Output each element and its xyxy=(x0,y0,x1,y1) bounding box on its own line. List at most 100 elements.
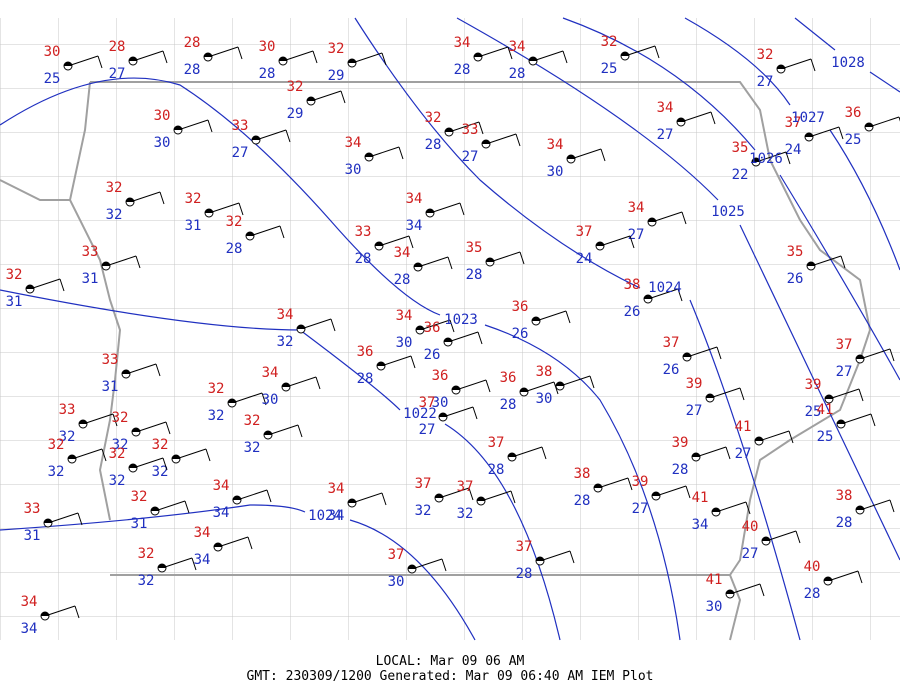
sky-cover xyxy=(252,136,260,140)
barb-flag xyxy=(857,570,863,584)
station: 34 30 xyxy=(345,135,404,178)
temperature: 36 xyxy=(512,299,529,315)
barb-flag xyxy=(330,318,336,332)
dewpoint: 27 xyxy=(686,403,703,419)
dewpoint: 31 xyxy=(131,516,148,532)
station: 41 25 xyxy=(817,402,876,445)
dewpoint: 30 xyxy=(345,162,362,178)
station: 34 27 xyxy=(628,200,687,243)
wind-barb xyxy=(47,512,79,524)
temperature: 39 xyxy=(686,376,703,392)
sky-cover xyxy=(348,59,356,63)
temperature: 34 xyxy=(547,137,564,153)
sky-cover xyxy=(444,338,452,342)
station: 32 32 xyxy=(112,410,171,453)
temperature: 38 xyxy=(574,466,591,482)
sky-cover xyxy=(264,431,272,435)
sky-cover xyxy=(282,383,290,387)
temperature: 30 xyxy=(44,44,61,60)
sky-cover xyxy=(536,557,544,561)
station: 35 28 xyxy=(466,240,525,283)
sky-cover xyxy=(426,209,434,213)
sky-cover xyxy=(805,133,813,137)
barb-flag xyxy=(77,512,83,526)
dewpoint: 26 xyxy=(512,326,529,342)
wind-barb xyxy=(758,430,790,442)
station: 32 28 xyxy=(425,110,484,153)
temperature: 34 xyxy=(406,191,423,207)
station: 32 32 xyxy=(244,413,303,456)
dewpoint: 30 xyxy=(154,135,171,151)
station: 34 30 xyxy=(262,365,321,408)
dewpoint: 28 xyxy=(509,66,526,82)
sky-cover xyxy=(508,453,516,457)
county-grid xyxy=(0,18,900,640)
barb-flag xyxy=(238,202,244,216)
sky-cover xyxy=(348,499,356,503)
dewpoint: 31 xyxy=(24,528,41,544)
wind-barb xyxy=(125,363,157,375)
wind-barb xyxy=(132,457,164,469)
station: 38 28 xyxy=(836,488,895,531)
dewpoint: 28 xyxy=(425,137,442,153)
dewpoint: 28 xyxy=(466,267,483,283)
barb-flag xyxy=(739,387,745,401)
temperature: 37 xyxy=(516,539,533,555)
dewpoint: 32 xyxy=(244,440,261,456)
temperature: 34 xyxy=(328,481,345,497)
wind-barb xyxy=(570,148,602,160)
dewpoint: 27 xyxy=(419,422,436,438)
sky-cover xyxy=(129,464,137,468)
barb-flag xyxy=(725,446,731,460)
temperature: 37 xyxy=(457,479,474,495)
sky-cover xyxy=(79,420,87,424)
barb-flag xyxy=(162,50,168,64)
dewpoint: 28 xyxy=(259,66,276,82)
temperature: 37 xyxy=(415,476,432,492)
temperature: 34 xyxy=(396,308,413,324)
sky-cover xyxy=(477,497,485,501)
wind-barb xyxy=(686,346,718,358)
wind-barb xyxy=(255,129,287,141)
barb-flag xyxy=(840,255,846,269)
station: 32 32 xyxy=(109,446,168,489)
station: 32 31 xyxy=(6,267,65,310)
isobar-label: 1024 xyxy=(648,280,682,296)
sky-cover xyxy=(482,140,490,144)
barb-flag xyxy=(541,446,547,460)
isobar-label: 1023 xyxy=(444,312,478,328)
temperature: 32 xyxy=(208,381,225,397)
barb-flag xyxy=(485,379,491,393)
wind-barb xyxy=(351,52,383,64)
sky-cover xyxy=(435,494,443,498)
temperature: 40 xyxy=(742,519,759,535)
isobar-labels: 1028 1027 1026 1025 1024 1023 1022 1024 xyxy=(308,55,865,524)
isobar-label: 1025 xyxy=(711,204,745,220)
sky-cover xyxy=(41,612,49,616)
station: 32 31 xyxy=(131,489,190,532)
temperature: 35 xyxy=(787,244,804,260)
sky-cover xyxy=(837,420,845,424)
temperature: 32 xyxy=(425,110,442,126)
dewpoint: 28 xyxy=(804,586,821,602)
barb-flag xyxy=(112,413,118,427)
wind-barb xyxy=(455,379,487,391)
barb-flag xyxy=(838,126,844,140)
temperature: 37 xyxy=(488,435,505,451)
sky-cover xyxy=(752,158,760,162)
wind-barb xyxy=(249,225,281,237)
barb-flag xyxy=(785,151,791,165)
wind-barb xyxy=(411,558,443,570)
barb-flag xyxy=(398,146,404,160)
temperature: 32 xyxy=(226,214,243,230)
temperature: 32 xyxy=(48,437,65,453)
temperature: 30 xyxy=(154,108,171,124)
dewpoint: 28 xyxy=(226,241,243,257)
isobar-label: 1022 xyxy=(403,406,437,422)
station: 32 32 xyxy=(48,437,107,480)
wind-barb xyxy=(208,202,240,214)
barb-flag xyxy=(795,530,801,544)
barb-flag xyxy=(515,133,521,147)
wind-barb xyxy=(135,421,167,433)
